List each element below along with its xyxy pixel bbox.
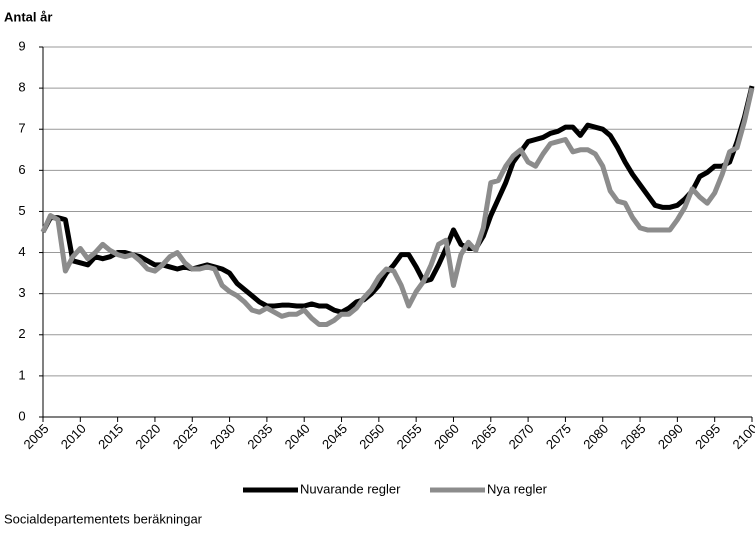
x-tick-label: 2100 (729, 421, 755, 452)
legend-label: Nuvarande regler (300, 481, 401, 496)
data-line (40, 87, 755, 327)
x-tick-label: 2070 (506, 421, 537, 452)
legend-label: Nya regler (487, 481, 548, 496)
y-tick-label: 7 (18, 121, 25, 136)
y-tick-label: 6 (18, 162, 25, 177)
x-tick-label: 2045 (319, 421, 350, 452)
x-tick-label: 2055 (394, 421, 425, 452)
x-tick-label: 2065 (468, 421, 499, 452)
x-tick-label: 2025 (170, 421, 201, 452)
x-tick-label: 2015 (95, 421, 126, 452)
x-tick-label: 2020 (132, 421, 163, 452)
y-tick-label: 1 (18, 367, 25, 382)
y-tick-label: 4 (18, 244, 25, 259)
y-axis-label: Antal år (4, 9, 52, 24)
x-tick-label: 2085 (618, 421, 649, 452)
y-tick-label: 5 (18, 203, 25, 218)
x-tick-label: 2060 (431, 421, 462, 452)
x-tick-label: 2050 (356, 421, 387, 452)
y-tick-label: 3 (18, 285, 25, 300)
x-tick-label: 2095 (692, 421, 723, 452)
x-tick-label: 2080 (580, 421, 611, 452)
y-tick-label: 8 (18, 80, 25, 95)
y-tick-label: 2 (18, 326, 25, 341)
source-note: Socialdepartementets beräkningar (4, 511, 203, 526)
x-tick-label: 2040 (282, 421, 313, 452)
x-tick-label: 2010 (58, 421, 89, 452)
y-tick-label: 9 (18, 38, 25, 53)
x-tick-label: 2075 (543, 421, 574, 452)
x-tick-label: 2090 (655, 421, 686, 452)
x-tick-label: 2035 (244, 421, 275, 452)
x-tick-label: 2005 (20, 421, 51, 452)
y-tick-label: 0 (18, 408, 25, 423)
x-tick-label: 2030 (207, 421, 238, 452)
